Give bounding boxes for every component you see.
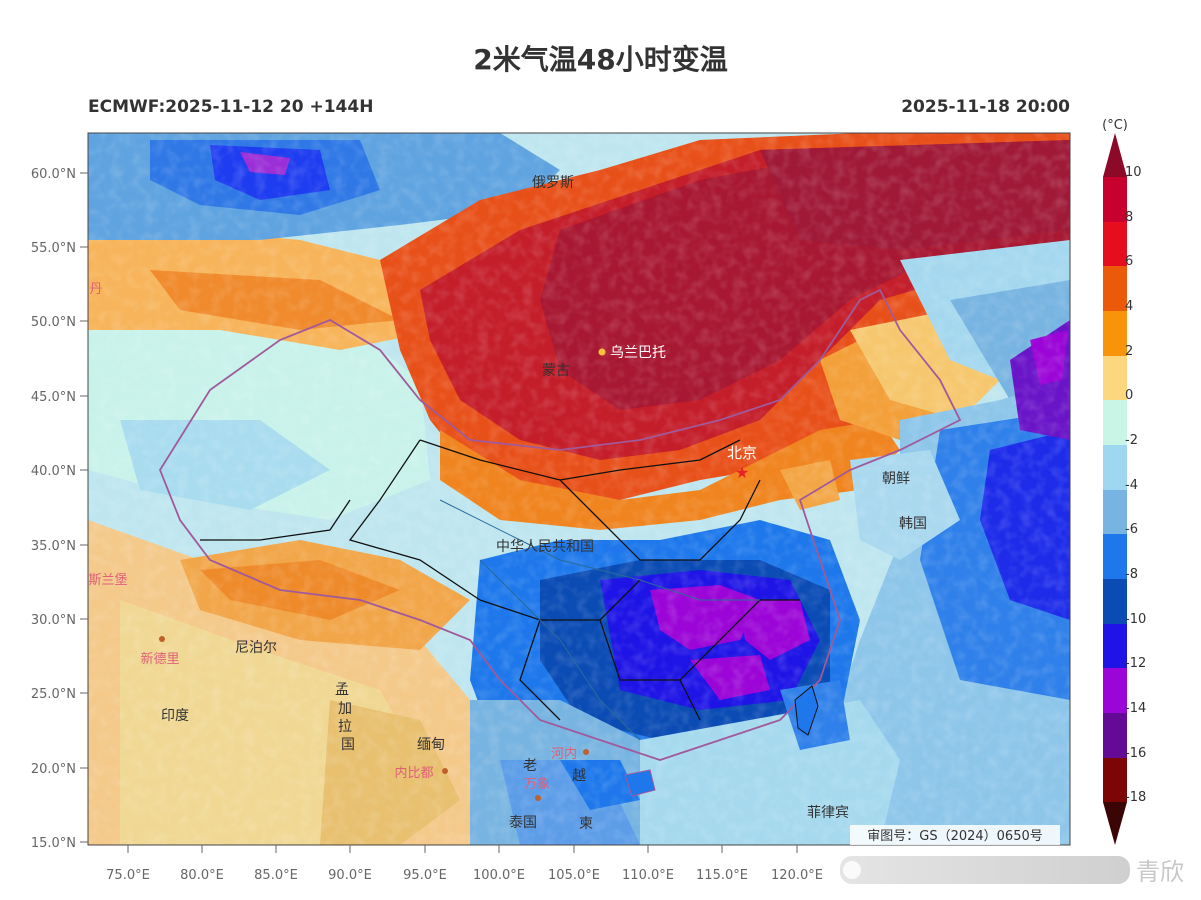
colorbar-tick: 10 (1125, 165, 1142, 180)
capital-marker (159, 636, 165, 642)
place-label: 乌兰巴托 (610, 345, 666, 361)
colorbar-segment (1103, 668, 1127, 713)
place-label: 丹 (89, 282, 102, 297)
colorbar-tick: 8 (1125, 210, 1133, 225)
lat-label: 20.0°N (31, 762, 76, 777)
lat-label: 55.0°N (31, 241, 76, 256)
lon-label: 100.0°E (473, 868, 525, 883)
colorbar-segment (1103, 356, 1127, 400)
place-label: 老 (523, 758, 537, 774)
colorbar-segment (1103, 758, 1127, 802)
colorbar-top-arrow (1103, 133, 1127, 177)
place-label: 越 (572, 768, 586, 784)
watermark-text: 青欣 (1136, 858, 1184, 886)
capital-marker (583, 749, 589, 755)
colorbar-tick: -12 (1125, 656, 1146, 671)
place-label: 缅甸 (417, 737, 445, 753)
capital-marker (535, 795, 541, 801)
place-label: 斯兰堡 (88, 572, 127, 588)
colorbar-unit: (°C) (1102, 118, 1128, 133)
latitude-axis: 60.0°N 55.0°N 50.0°N 45.0°N 40.0°N 35.0°… (31, 167, 88, 851)
place-label: 内比都 (394, 765, 433, 781)
place-label: 韩国 (899, 516, 927, 532)
colorbar-bottom-arrow (1103, 802, 1127, 845)
place-label: 新德里 (140, 651, 179, 667)
capital-marker (598, 348, 606, 356)
lon-label: 120.0°E (771, 868, 823, 883)
colorbar-tick: -18 (1125, 790, 1146, 805)
model-run-label: ECMWF:2025-11-12 20 +144H (88, 97, 374, 117)
lon-label: 115.0°E (696, 868, 748, 883)
approval-number-box: 审图号：GS（2024）0650号 (850, 825, 1060, 845)
place-label: 北京 (727, 444, 757, 462)
lon-label: 75.0°E (106, 868, 150, 883)
lat-label: 35.0°N (31, 539, 76, 554)
colorbar: (°C) 10 8 6 4 2 0 -2 -4 -6 -8 -10 -12 (1102, 118, 1146, 845)
place-label: 蒙古 (542, 363, 570, 379)
lon-label: 110.0°E (622, 868, 674, 883)
lon-label: 85.0°E (254, 868, 298, 883)
place-label: 柬 (579, 816, 593, 832)
capital-marker (442, 768, 448, 774)
lat-label: 45.0°N (31, 390, 76, 405)
chart-title: 2米气温48小时变温 (473, 43, 728, 76)
place-label: 中华人民共和国 (496, 539, 594, 555)
place-label: 万象 (524, 777, 550, 792)
place-label: 国 (341, 737, 355, 753)
lon-label: 90.0°E (328, 868, 372, 883)
lon-label: 80.0°E (180, 868, 224, 883)
place-label: 尼泊尔 (235, 640, 277, 656)
lon-label: 105.0°E (548, 868, 600, 883)
lat-label: 25.0°N (31, 687, 76, 702)
place-label: 河内 (551, 746, 577, 762)
colorbar-tick: 0 (1125, 388, 1133, 403)
temperature-field (88, 133, 1070, 845)
lat-label: 30.0°N (31, 613, 76, 628)
place-labels: 俄罗斯 蒙古 乌兰巴托 北京 ★ 朝鲜 韩国 中华人民共和国 尼泊尔 新德里 印… (88, 175, 927, 832)
colorbar-tick: -2 (1125, 433, 1138, 448)
lat-label: 40.0°N (31, 464, 76, 479)
place-label: 朝鲜 (882, 471, 910, 487)
place-label: 印度 (161, 708, 189, 724)
lat-label: 60.0°N (31, 167, 76, 182)
colorbar-segment (1103, 490, 1127, 534)
colorbar-segment (1103, 222, 1127, 266)
place-label: 泰国 (509, 815, 537, 831)
colorbar-tick: -10 (1125, 612, 1146, 627)
colorbar-segment (1103, 266, 1127, 311)
valid-time-label: 2025-11-18 20:00 (901, 97, 1070, 117)
colorbar-segment (1103, 311, 1127, 356)
colorbar-tick: 2 (1125, 344, 1133, 359)
colorbar-tick: 4 (1125, 299, 1133, 314)
colorbar-tick: -16 (1125, 746, 1146, 761)
place-label: 孟 (335, 682, 349, 698)
place-label: 拉 (338, 719, 352, 735)
star-icon: ★ (735, 463, 749, 482)
colorbar-segment (1103, 177, 1127, 222)
lon-label: 95.0°E (403, 868, 447, 883)
place-label: 加 (338, 701, 352, 717)
colorbar-tick: -6 (1125, 522, 1138, 537)
watermark: 青欣 (840, 856, 1184, 886)
colorbar-segment (1103, 579, 1127, 624)
place-label: 俄罗斯 (532, 175, 574, 191)
approval-number: 审图号：GS（2024）0650号 (867, 829, 1043, 844)
place-label: 菲律宾 (807, 805, 849, 821)
colorbar-segment (1103, 713, 1127, 758)
lat-label: 15.0°N (31, 836, 76, 851)
colorbar-segment (1103, 400, 1127, 445)
colorbar-tick: 6 (1125, 254, 1133, 269)
lat-label: 50.0°N (31, 315, 76, 330)
longitude-axis: 75.0°E 80.0°E 85.0°E 90.0°E 95.0°E 100.0… (106, 845, 823, 883)
colorbar-tick: -8 (1125, 567, 1138, 582)
colorbar-segment (1103, 534, 1127, 579)
colorbar-segment (1103, 624, 1127, 668)
colorbar-segment (1103, 445, 1127, 490)
colorbar-tick: -14 (1125, 701, 1146, 716)
colorbar-tick: -4 (1125, 478, 1138, 493)
